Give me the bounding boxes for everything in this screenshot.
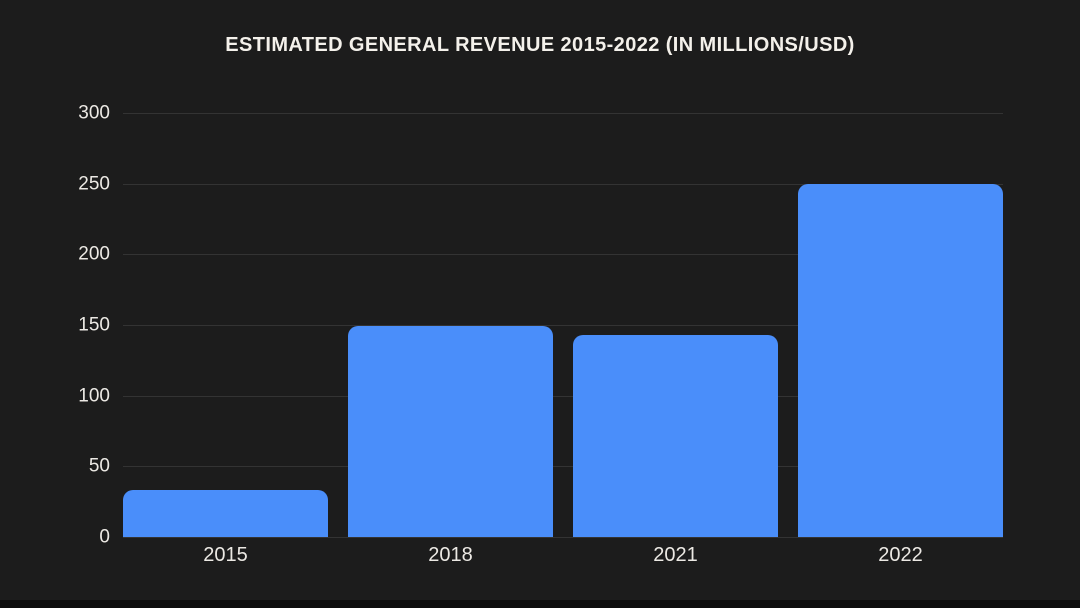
bar-2015 bbox=[123, 490, 328, 537]
gridline bbox=[123, 113, 1003, 114]
x-axis-tick-label: 2021 bbox=[653, 544, 698, 566]
y-axis-tick-label: 250 bbox=[78, 173, 110, 195]
bar-2022 bbox=[798, 183, 1003, 537]
bar-2021 bbox=[573, 334, 778, 537]
x-axis-tick-label: 2018 bbox=[428, 544, 473, 566]
gridline bbox=[123, 395, 1003, 397]
y-axis-tick-label: 50 bbox=[88, 455, 110, 477]
x-axis-tick-label: 2022 bbox=[878, 544, 923, 566]
gridline bbox=[123, 254, 1003, 256]
y-axis-tick-label: 200 bbox=[78, 243, 110, 265]
gridline bbox=[123, 325, 1003, 326]
gridline bbox=[123, 466, 1003, 468]
gridline bbox=[123, 537, 1003, 538]
y-axis-tick-label: 150 bbox=[78, 314, 110, 336]
y-axis-tick-label: 300 bbox=[78, 102, 110, 124]
gridline bbox=[123, 183, 1003, 185]
bar-2018 bbox=[348, 326, 553, 537]
bottom-edge-strip bbox=[0, 600, 1080, 608]
y-axis-tick-label: 0 bbox=[99, 526, 110, 548]
x-axis-tick-label: 2015 bbox=[203, 544, 248, 566]
chart-title: ESTIMATED GENERAL REVENUE 2015-2022 (IN … bbox=[225, 34, 855, 56]
y-axis-tick-label: 100 bbox=[78, 385, 110, 407]
plot-area bbox=[123, 113, 1003, 538]
